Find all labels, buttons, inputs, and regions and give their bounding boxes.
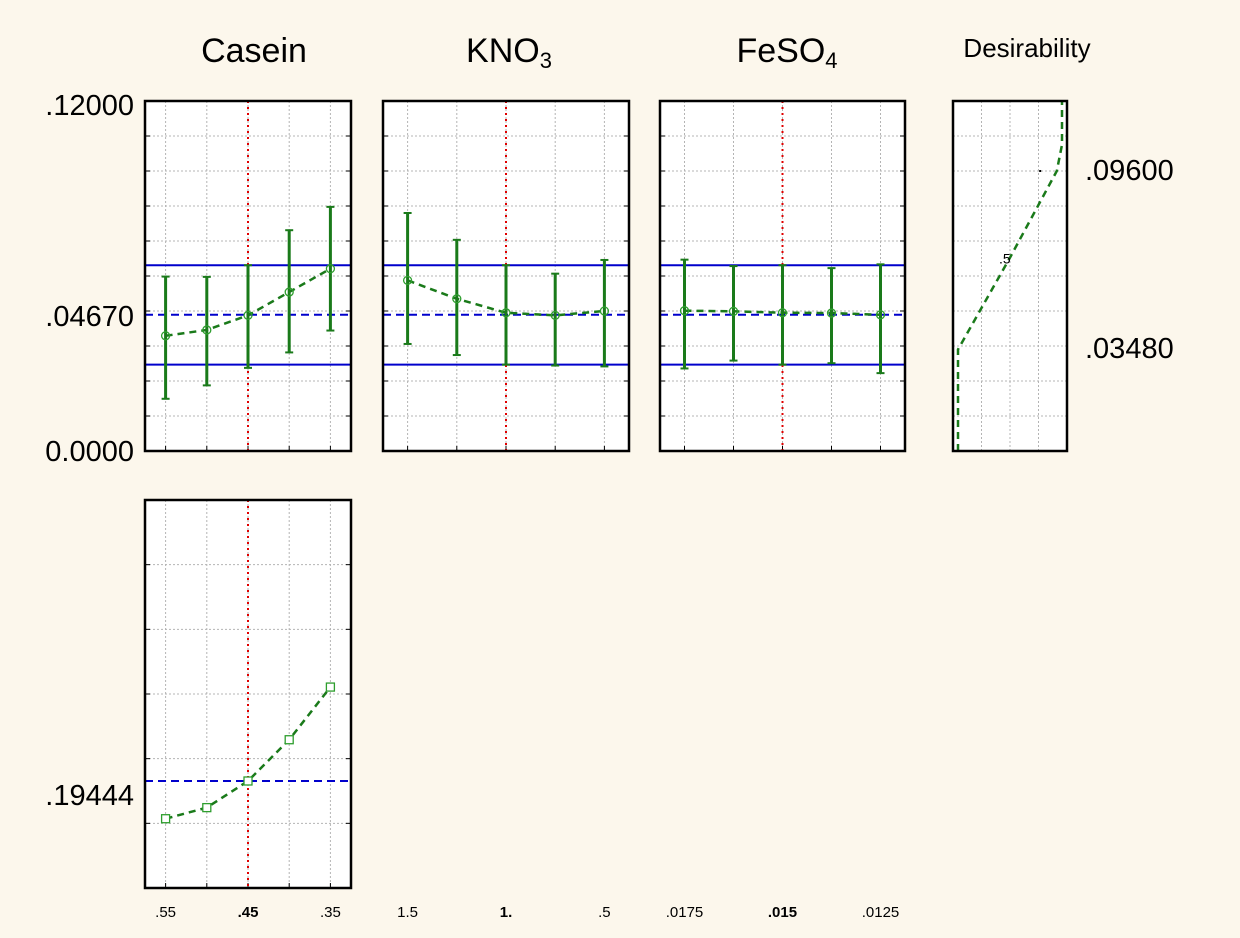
x-tick-label: .0125: [862, 904, 900, 921]
series-line: [684, 309, 881, 317]
data-point: [452, 294, 462, 304]
data-point: [325, 264, 336, 274]
data-point: [160, 814, 171, 824]
data-point: [160, 331, 171, 341]
y-label-row2-mid: .19444: [45, 780, 134, 812]
panel-kno3: [381, 99, 631, 453]
data-point: [777, 308, 788, 318]
y-label-row1-mid: .04670: [45, 301, 134, 333]
data-point: [325, 682, 336, 692]
data-point: [599, 306, 610, 316]
x-tick-label: .0175: [666, 904, 704, 921]
plot-border: [658, 99, 907, 453]
data-point: [501, 308, 511, 318]
x-tick-label: .015: [768, 904, 797, 921]
data-point: [243, 310, 253, 321]
desirability-label-low: .03480: [1085, 333, 1174, 365]
x-tick-label: .55: [155, 904, 176, 921]
x-tick-label: .35: [320, 904, 341, 921]
plot-border: [143, 99, 353, 453]
title-feso4: FeSO4: [736, 32, 837, 73]
data-point: [202, 325, 212, 335]
data-point: [826, 308, 837, 318]
series-line: [165, 686, 332, 820]
data-point: [243, 776, 253, 786]
plot-border: [951, 99, 1069, 453]
x-tick-labels: .55 .45 .35 1.5 1. .5 .0175 .015 .0125: [155, 904, 899, 921]
desirability-curve: [956, 101, 1064, 451]
title-feso4-base: FeSO: [736, 32, 825, 70]
plot-border: [381, 99, 631, 453]
title-kno3-sub: 3: [540, 48, 552, 73]
title-kno3: KNO3: [466, 32, 552, 73]
title-desirability: Desirability: [963, 33, 1090, 63]
data-point: [284, 735, 294, 745]
panel-casein-desirability: [143, 498, 353, 890]
title-feso4-sub: 4: [825, 48, 837, 73]
panel-desirability: .5: [951, 99, 1069, 453]
data-point: [402, 275, 413, 286]
data-point: [875, 310, 886, 320]
series-line: [165, 267, 332, 338]
x-tick-label: .45: [238, 904, 259, 921]
panel-casein: [143, 99, 353, 453]
desirability-half-label: .5: [999, 251, 1011, 267]
y-label-row1-top: .12000: [45, 90, 134, 122]
data-point: [284, 287, 294, 297]
x-tick-label: .5: [598, 904, 611, 921]
x-tick-label: 1.5: [397, 904, 418, 921]
plot-border: [143, 498, 353, 890]
data-point: [550, 310, 560, 321]
title-casein: Casein: [201, 32, 307, 70]
series-line: [407, 279, 605, 317]
x-tick-label: 1.: [500, 904, 513, 921]
y-label-row1-bottom: 0.0000: [45, 436, 134, 468]
desirability-label-high: .09600: [1085, 155, 1174, 187]
data-point: [728, 306, 739, 316]
panel-feso4: [658, 99, 907, 453]
data-point: [202, 802, 212, 813]
data-point: [679, 306, 690, 316]
desirability-mark: [1039, 170, 1042, 172]
title-kno3-base: KNO: [466, 32, 540, 70]
